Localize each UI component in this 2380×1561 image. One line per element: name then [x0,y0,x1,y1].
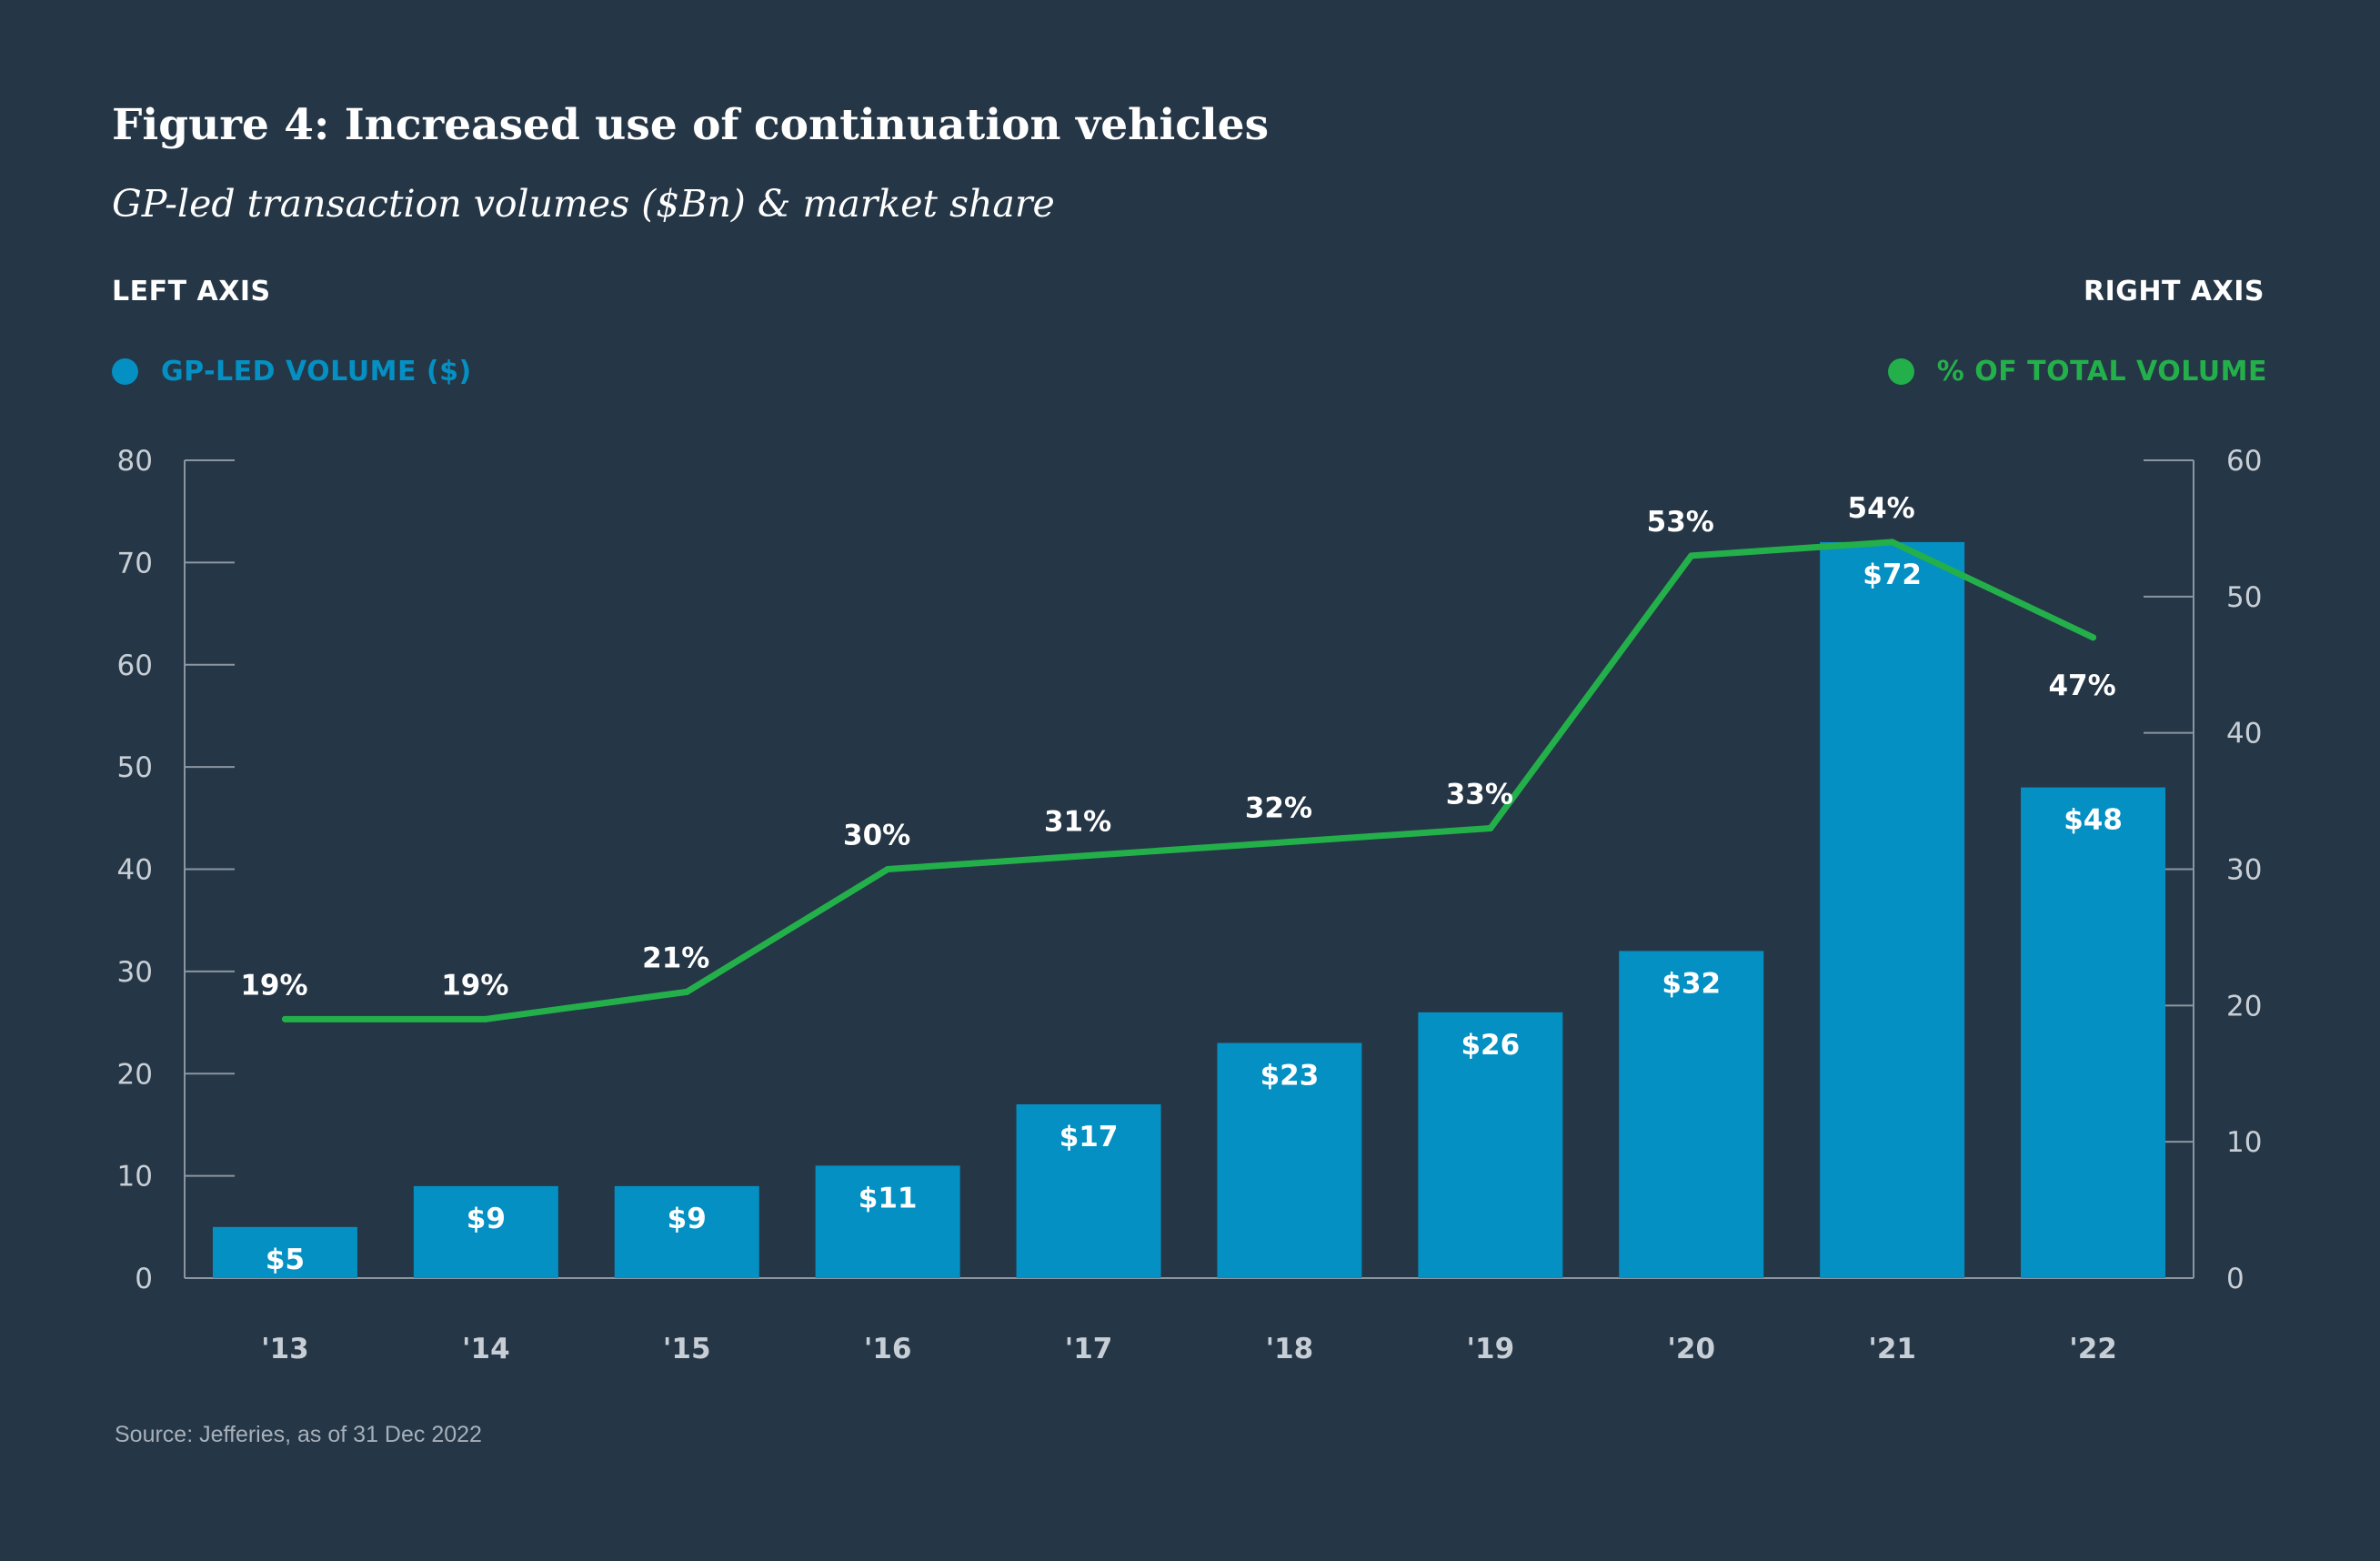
share-value-label: 19% [240,969,307,1002]
bar [1619,951,1764,1278]
legend-dot-blue-icon [112,358,138,385]
x-axis-tick-label: '13 [261,1333,309,1365]
legend-item-volume: GP-LED VOLUME ($) [112,356,472,388]
bar-value-label: $17 [1059,1121,1119,1153]
share-value-label: 53% [1647,506,1714,539]
x-axis-tick-label: '19 [1467,1333,1515,1365]
share-point [1688,552,1695,559]
share-point [1889,539,1896,546]
x-axis-tick-label: '14 [462,1333,510,1365]
bar [413,1185,558,1278]
bar [815,1165,960,1278]
right-axis-tick-label: 30 [2226,854,2262,887]
right-axis-tick-label: 40 [2226,718,2262,750]
x-axis-tick-label: '22 [2069,1333,2117,1365]
bar-value-label: $9 [467,1203,506,1235]
share-value-label: 19% [441,969,508,1002]
right-axis-tick-label: 50 [2226,581,2262,614]
bar [1820,541,1965,1278]
left-axis-tick-label: 80 [117,445,153,478]
bar-value-label: $48 [2064,804,2123,837]
share-line [281,539,2097,1022]
right-axis-tick-label: 60 [2226,445,2262,478]
bar [614,1185,759,1278]
left-axis-tick-label: 70 [117,547,153,579]
left-axis-tick-label: 60 [117,650,153,682]
bar-value-label: $72 [1863,559,1922,591]
bar-value-label: $26 [1461,1029,1520,1062]
left-axis-tick-label: 10 [117,1161,153,1193]
x-axis-tick-label: '18 [1266,1333,1314,1365]
share-point [482,1015,489,1022]
right-axis-tick-label: 20 [2226,990,2262,1022]
right-axis-caption: RIGHT AXIS [2083,276,2265,307]
legend-dot-green-icon [1887,358,1914,385]
bar [212,1226,357,1278]
share-point [1286,839,1293,846]
share-value-label: 54% [1848,492,1915,525]
bar [1217,1042,1362,1278]
x-axis-tick-label: '21 [1868,1333,1916,1365]
left-axis-tick-label: 40 [117,854,153,887]
source-note: Source: Jefferies, as of 31 Dec 2022 [115,1422,482,1447]
share-value-label: 33% [1446,779,1513,811]
share-value-label: 21% [642,942,709,974]
bar [1418,1012,1563,1278]
share-point [884,866,891,872]
chart-title: Figure 4: Increased use of continuation … [112,100,1270,150]
share-point [281,1015,288,1022]
legend-label-volume: GP-LED VOLUME ($) [161,356,472,388]
bar [2021,787,2166,1278]
right-axis-tick-label: 10 [2226,1126,2262,1159]
share-point [1085,852,1092,860]
share-value-label: 32% [1245,792,1312,825]
legend-item-share: % OF TOTAL VOLUME [1887,356,2267,388]
share-value-label: 31% [1044,806,1111,839]
bar-value-label: $5 [266,1244,305,1276]
x-axis-tick-label: '17 [1065,1333,1113,1365]
x-axis-tick-label: '15 [663,1333,711,1365]
x-axis-tick-label: '16 [864,1333,912,1365]
left-axis-tick-label: 30 [117,956,153,989]
share-point [1487,825,1494,832]
share-value-label: 47% [2048,670,2115,702]
bar-value-label: $23 [1260,1060,1320,1093]
bar [1016,1103,1161,1278]
chart-subtitle: GP-led transaction volumes ($Bn) & marke… [112,182,1055,226]
left-axis-tick-label: 0 [135,1263,153,1295]
bar-value-label: $9 [668,1203,707,1235]
x-axis-tick-label: '20 [1667,1333,1715,1365]
left-axis-caption: LEFT AXIS [112,276,271,307]
bar-value-label: $32 [1662,967,1721,1000]
share-value-label: 30% [843,820,910,852]
share-point [2090,634,2097,641]
legend-label-share: % OF TOTAL VOLUME [1936,356,2267,388]
right-axis-tick-label: 0 [2226,1263,2244,1295]
bar-value-label: $11 [859,1182,918,1214]
left-axis-tick-label: 20 [117,1058,153,1091]
left-axis-tick-label: 50 [117,751,153,784]
share-point [683,988,690,995]
